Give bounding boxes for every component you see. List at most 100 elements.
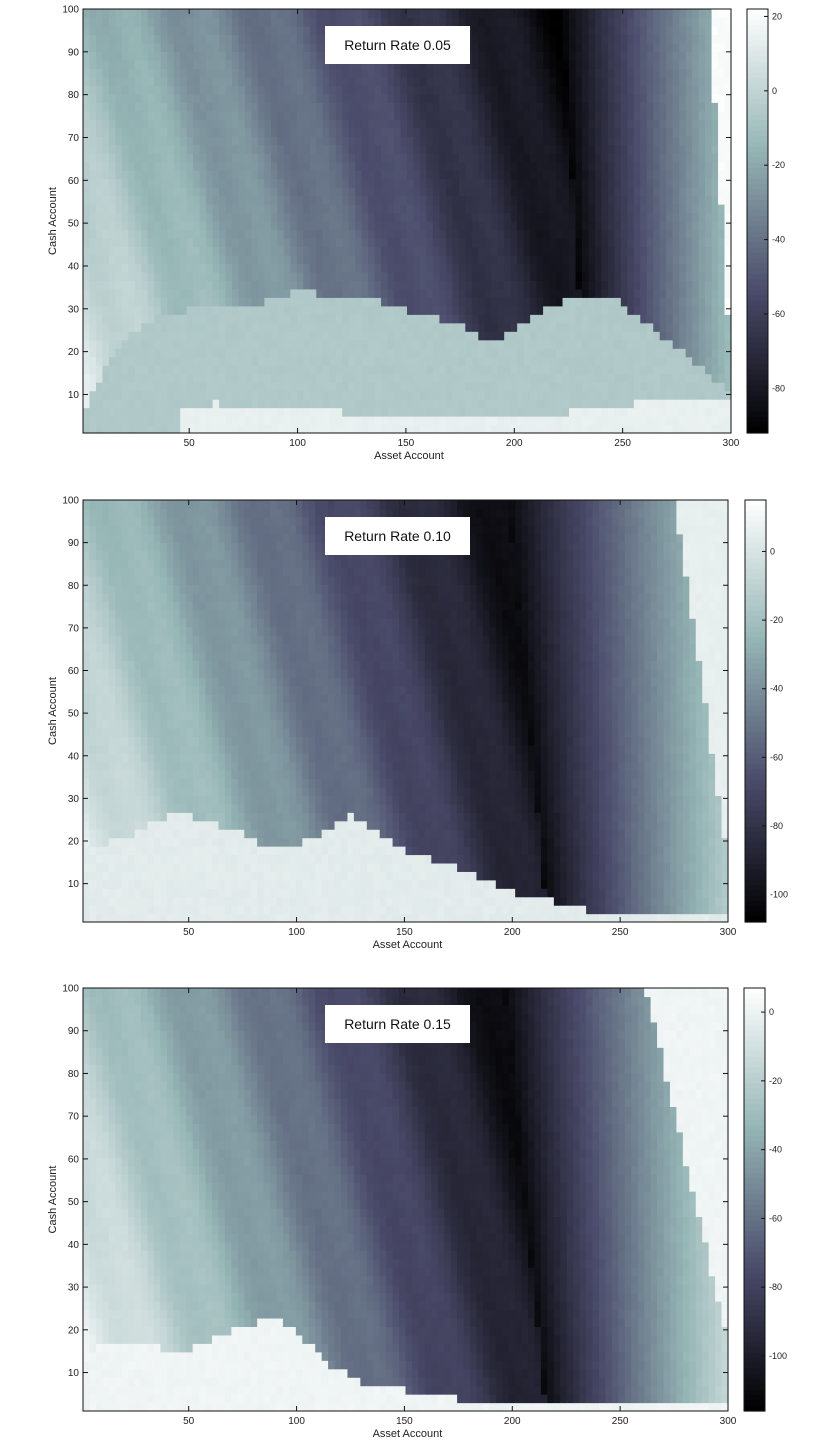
heatmap-cell <box>290 136 298 146</box>
heatmap-cell <box>718 416 726 426</box>
heatmap-cell <box>309 170 317 180</box>
heatmap-cell <box>303 322 311 332</box>
heatmap-cell <box>400 85 408 95</box>
heatmap-cell <box>121 416 129 426</box>
heatmap-cell <box>147 195 155 205</box>
heatmap-cell <box>264 373 272 383</box>
heatmap-cell <box>89 119 97 129</box>
heatmap-cell <box>523 263 531 273</box>
heatmap-cell <box>283 237 291 248</box>
heatmap-cell <box>206 280 214 290</box>
heatmap-cell <box>549 161 557 171</box>
heatmap-cell <box>685 221 693 231</box>
heatmap-cell <box>581 136 590 146</box>
heatmap-cell <box>95 237 104 248</box>
heatmap-cell <box>620 229 628 239</box>
heatmap-cell <box>134 144 142 154</box>
heatmap-cell <box>335 170 343 180</box>
heatmap-cell <box>335 85 343 95</box>
heatmap-cell <box>121 119 129 129</box>
heatmap-cell <box>316 9 324 19</box>
heatmap-cell <box>497 93 505 103</box>
heatmap-cell <box>134 305 142 315</box>
heatmap-cell <box>549 365 557 375</box>
heatmap-cell <box>530 263 538 273</box>
heatmap-cell <box>633 331 641 341</box>
heatmap-cell <box>569 212 577 222</box>
heatmap-cell <box>147 212 155 222</box>
heatmap-cell <box>199 25 207 36</box>
heatmap-cell <box>549 305 557 315</box>
heatmap-cell <box>543 424 551 434</box>
heatmap-cell <box>251 339 259 349</box>
heatmap-cell <box>173 102 181 112</box>
heatmap-cell <box>342 237 350 248</box>
heatmap-cell <box>432 356 440 366</box>
heatmap-cell <box>536 136 544 146</box>
heatmap-cell <box>400 322 408 332</box>
heatmap-cell <box>640 161 648 171</box>
heatmap-cell <box>89 305 97 315</box>
heatmap-cell <box>556 212 564 222</box>
heatmap-cell <box>601 263 609 273</box>
heatmap-cell <box>698 382 706 392</box>
heatmap-cell <box>679 153 687 163</box>
heatmap-cell <box>607 25 615 36</box>
heatmap-cell <box>510 187 518 197</box>
heatmap-cell <box>83 153 91 163</box>
heatmap-cell <box>601 365 609 375</box>
heatmap-cell <box>666 229 674 239</box>
heatmap-cell <box>471 93 479 103</box>
heatmap-cell <box>484 373 492 383</box>
heatmap-cell <box>316 416 324 426</box>
heatmap-cell <box>283 93 291 103</box>
heatmap-cell <box>186 59 194 69</box>
heatmap-cell <box>556 68 564 78</box>
heatmap-cell <box>303 93 311 103</box>
heatmap-cell <box>251 144 259 154</box>
heatmap-cell <box>193 34 201 44</box>
heatmap-cell <box>614 195 622 205</box>
heatmap-cell <box>199 119 207 129</box>
heatmap-cell <box>679 136 687 146</box>
heatmap-cell <box>698 178 706 188</box>
heatmap-cell <box>510 373 518 383</box>
heatmap-cell <box>692 382 700 392</box>
heatmap-cell <box>627 263 635 273</box>
heatmap-cell <box>705 399 713 409</box>
heatmap-cell <box>238 373 246 383</box>
heatmap-cell <box>335 322 343 332</box>
heatmap-cell <box>556 382 564 392</box>
heatmap-cell <box>497 373 505 383</box>
heatmap-cell <box>257 305 266 315</box>
heatmap-cell <box>102 322 110 332</box>
heatmap-cell <box>497 110 505 120</box>
heatmap-cell <box>711 305 719 315</box>
heatmap-cell <box>445 59 453 69</box>
heatmap-cell <box>536 399 544 409</box>
heatmap-cell <box>283 390 291 400</box>
heatmap-cell <box>653 144 661 154</box>
heatmap-cell <box>419 348 428 358</box>
heatmap-cell <box>141 187 149 197</box>
heatmap-cell <box>83 373 91 383</box>
heatmap-cell <box>296 17 304 27</box>
heatmap-cell <box>491 51 499 61</box>
heatmap-cell <box>368 204 376 214</box>
heatmap-cell <box>517 144 525 154</box>
heatmap-cell <box>523 93 531 103</box>
heatmap-cell <box>620 76 628 86</box>
heatmap-cell <box>458 153 466 163</box>
heatmap-cell <box>692 42 700 52</box>
heatmap-cell <box>257 339 266 349</box>
heatmap-cell <box>556 195 564 205</box>
heatmap-cell <box>361 127 369 137</box>
heatmap-cell <box>607 390 615 400</box>
heatmap-cell <box>277 390 285 400</box>
heatmap-cell <box>316 68 324 78</box>
heatmap-cell <box>102 263 110 273</box>
heatmap-cell <box>257 178 266 188</box>
heatmap-cell <box>685 34 693 44</box>
heatmap-cell <box>180 204 188 214</box>
heatmap-cell <box>569 229 577 239</box>
